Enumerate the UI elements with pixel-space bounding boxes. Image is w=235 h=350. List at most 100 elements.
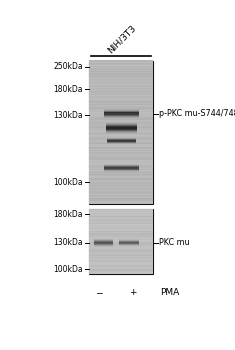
Bar bbox=[90, 231, 153, 232]
Bar bbox=[90, 199, 153, 200]
Bar bbox=[90, 257, 153, 258]
Bar bbox=[90, 87, 153, 88]
Bar bbox=[90, 98, 153, 99]
Bar bbox=[90, 261, 153, 262]
Bar bbox=[90, 246, 153, 247]
Bar bbox=[90, 219, 153, 220]
Bar bbox=[90, 121, 153, 122]
Bar bbox=[90, 64, 153, 65]
Bar bbox=[90, 243, 153, 244]
Bar bbox=[90, 187, 153, 188]
Bar bbox=[94, 242, 113, 243]
Bar bbox=[119, 243, 139, 244]
Bar bbox=[90, 107, 153, 108]
Bar bbox=[90, 108, 153, 110]
Bar bbox=[90, 92, 153, 93]
Bar bbox=[104, 169, 139, 170]
Bar bbox=[90, 260, 153, 261]
Bar bbox=[90, 245, 153, 246]
Bar bbox=[90, 180, 153, 181]
Bar bbox=[90, 73, 153, 74]
Bar bbox=[90, 267, 153, 268]
Bar bbox=[90, 218, 153, 219]
Bar bbox=[90, 170, 153, 171]
Bar bbox=[90, 167, 153, 168]
Bar bbox=[90, 268, 153, 269]
Bar bbox=[90, 111, 153, 112]
Bar bbox=[90, 266, 153, 267]
Bar bbox=[90, 244, 153, 245]
Bar bbox=[104, 114, 139, 115]
Bar bbox=[90, 259, 153, 260]
Bar bbox=[94, 246, 113, 247]
Bar bbox=[90, 86, 153, 87]
Bar bbox=[90, 178, 153, 179]
Bar bbox=[94, 239, 113, 240]
Bar bbox=[104, 168, 139, 169]
Bar bbox=[90, 104, 153, 105]
Bar bbox=[90, 184, 153, 185]
Bar bbox=[90, 95, 153, 96]
Bar bbox=[90, 215, 153, 216]
Bar bbox=[106, 124, 137, 125]
Bar bbox=[106, 128, 137, 129]
Bar bbox=[90, 200, 153, 201]
Bar bbox=[90, 152, 153, 154]
Bar bbox=[90, 256, 153, 257]
Bar bbox=[104, 117, 139, 118]
Bar bbox=[90, 105, 153, 106]
Bar bbox=[106, 126, 137, 127]
Bar bbox=[90, 255, 153, 256]
Bar bbox=[94, 243, 113, 244]
Bar bbox=[106, 123, 137, 124]
Bar bbox=[90, 210, 153, 211]
Bar bbox=[90, 90, 153, 91]
Bar bbox=[90, 118, 153, 120]
Bar bbox=[90, 249, 153, 250]
Bar bbox=[90, 175, 153, 177]
Bar bbox=[104, 171, 139, 172]
Bar bbox=[90, 141, 153, 142]
Bar bbox=[106, 126, 137, 127]
Bar bbox=[90, 79, 153, 80]
Bar bbox=[119, 243, 139, 244]
Bar bbox=[90, 220, 153, 222]
Bar bbox=[94, 243, 113, 244]
Bar bbox=[90, 118, 153, 119]
Bar bbox=[90, 94, 153, 95]
Bar bbox=[90, 113, 153, 114]
Bar bbox=[104, 167, 139, 168]
Bar bbox=[94, 246, 113, 247]
Bar bbox=[90, 252, 153, 253]
Bar bbox=[94, 244, 113, 245]
Bar bbox=[90, 120, 153, 121]
Bar bbox=[90, 230, 153, 231]
Bar bbox=[106, 125, 137, 126]
Bar bbox=[104, 111, 139, 112]
Bar bbox=[90, 99, 153, 100]
Bar bbox=[90, 156, 153, 158]
Bar bbox=[90, 105, 153, 106]
Bar bbox=[90, 172, 153, 173]
Bar bbox=[90, 264, 153, 265]
Bar bbox=[90, 65, 153, 66]
Bar bbox=[90, 230, 153, 231]
Bar bbox=[90, 193, 153, 195]
Bar bbox=[90, 214, 153, 215]
Text: 100kDa: 100kDa bbox=[53, 265, 83, 274]
Bar bbox=[90, 240, 153, 241]
Bar bbox=[90, 171, 153, 172]
Bar bbox=[90, 175, 153, 176]
Bar bbox=[90, 189, 153, 190]
Bar bbox=[90, 111, 153, 113]
Bar bbox=[104, 164, 139, 165]
Bar bbox=[90, 106, 153, 107]
Bar bbox=[106, 131, 137, 132]
Bar bbox=[90, 75, 153, 76]
Bar bbox=[90, 209, 153, 211]
Bar bbox=[90, 212, 153, 213]
Bar bbox=[90, 71, 153, 72]
Bar bbox=[90, 174, 153, 175]
Bar bbox=[90, 234, 153, 235]
Bar bbox=[90, 162, 153, 163]
